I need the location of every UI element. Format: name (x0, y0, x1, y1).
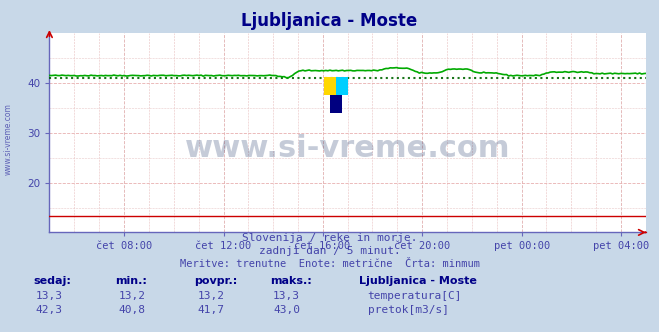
Bar (335, 77, 348, 95)
Text: Ljubljanica - Moste: Ljubljanica - Moste (241, 12, 418, 30)
Text: pretok[m3/s]: pretok[m3/s] (368, 305, 449, 315)
Text: zadnji dan / 5 minut.: zadnji dan / 5 minut. (258, 246, 401, 256)
Text: www.si-vreme.com: www.si-vreme.com (3, 104, 13, 175)
Bar (324, 77, 335, 95)
Bar (330, 95, 341, 113)
Text: 43,0: 43,0 (273, 305, 300, 315)
Text: maks.:: maks.: (270, 276, 312, 286)
Text: 13,2: 13,2 (119, 291, 145, 301)
Text: temperatura[C]: temperatura[C] (368, 291, 462, 301)
Text: Slovenija / reke in morje.: Slovenija / reke in morje. (242, 233, 417, 243)
Text: 42,3: 42,3 (36, 305, 63, 315)
Text: 40,8: 40,8 (119, 305, 145, 315)
Text: www.si-vreme.com: www.si-vreme.com (185, 134, 510, 163)
Text: 41,7: 41,7 (198, 305, 224, 315)
Text: 13,2: 13,2 (198, 291, 224, 301)
Text: Meritve: trenutne  Enote: metrične  Črta: minmum: Meritve: trenutne Enote: metrične Črta: … (179, 259, 480, 269)
Text: 13,3: 13,3 (273, 291, 300, 301)
Text: Ljubljanica - Moste: Ljubljanica - Moste (359, 276, 477, 286)
Text: min.:: min.: (115, 276, 147, 286)
Text: sedaj:: sedaj: (33, 276, 71, 286)
Text: 13,3: 13,3 (36, 291, 63, 301)
Text: povpr.:: povpr.: (194, 276, 238, 286)
